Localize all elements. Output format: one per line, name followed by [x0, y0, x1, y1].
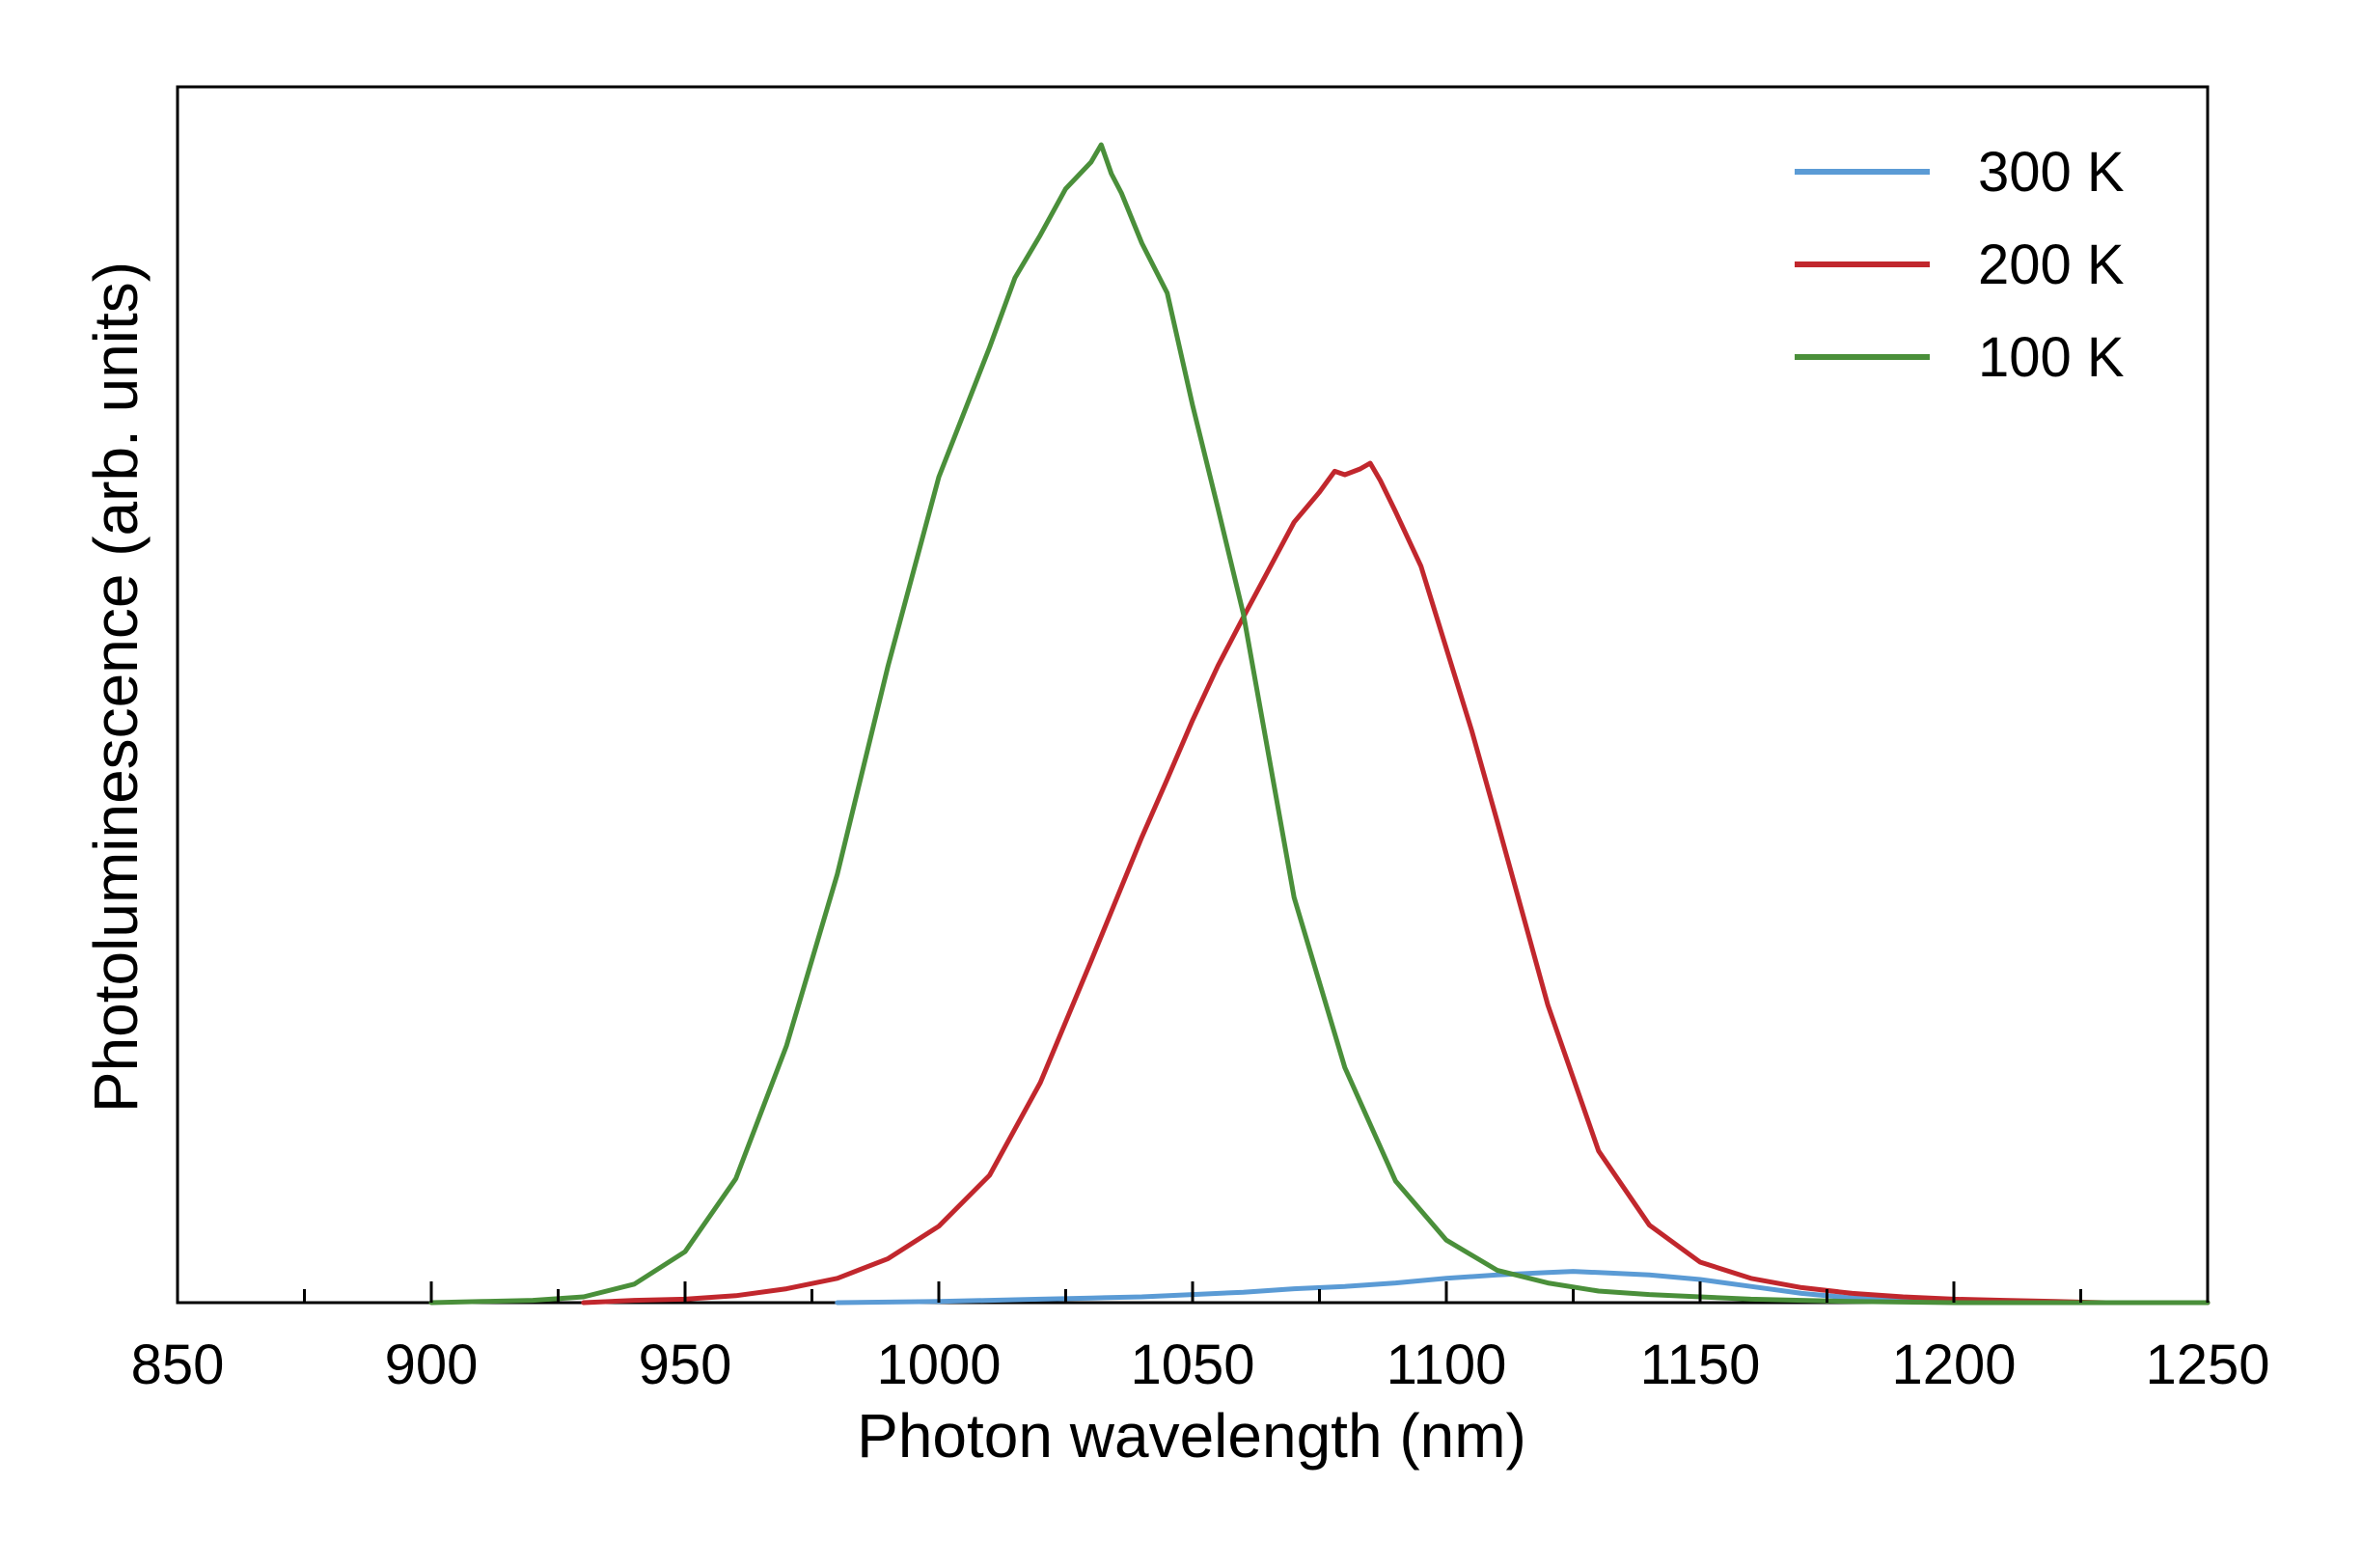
x-tick-label: 1050 — [1130, 1334, 1254, 1396]
y-axis-title: Photoluminescence (arb. units) — [81, 261, 151, 1113]
legend-label-100-k: 100 K — [1978, 326, 2125, 389]
x-tick-label: 1250 — [2145, 1334, 2269, 1396]
x-tick-label: 1100 — [1387, 1334, 1507, 1396]
x-tick-label: 1000 — [876, 1334, 1001, 1396]
x-tick-label: 1200 — [1891, 1334, 2016, 1396]
plot-frame — [176, 85, 2210, 1305]
x-tick-label: 1150 — [1640, 1334, 1761, 1396]
x-tick-label: 850 — [131, 1334, 225, 1396]
series-line-100-k — [428, 142, 2211, 1306]
x-tick-label: 950 — [639, 1334, 732, 1396]
series-line-200-k — [581, 460, 2211, 1306]
x-tick-label: 900 — [385, 1334, 479, 1396]
legend-label-300-k: 300 K — [1978, 141, 2125, 204]
x-axis-title: Photon wavelength (nm) — [857, 1401, 1526, 1471]
legend-label-200-k: 200 K — [1978, 234, 2125, 296]
